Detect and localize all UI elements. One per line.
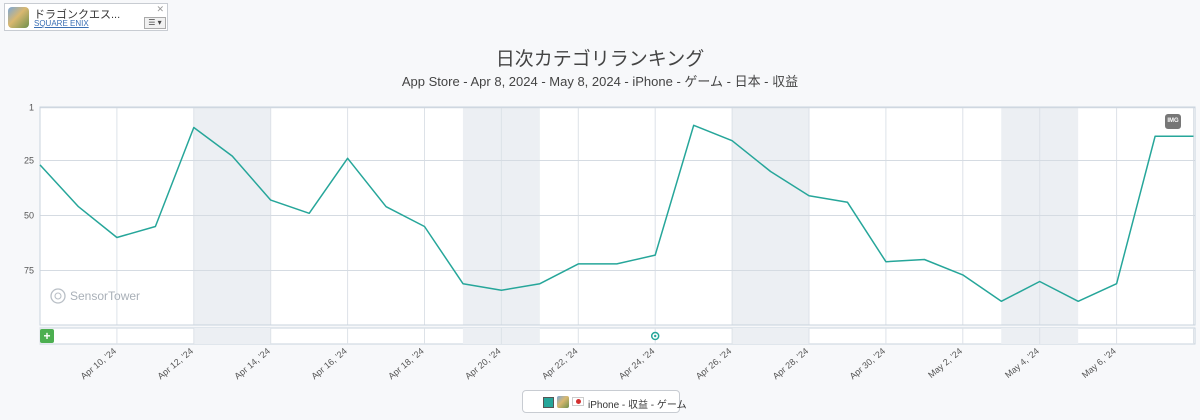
x-tick-label: May 2, '24 <box>926 346 964 380</box>
x-tick-label: May 6, '24 <box>1080 346 1118 380</box>
x-tick-label: Apr 20, '24 <box>463 346 503 381</box>
x-tick-label: Apr 18, '24 <box>386 346 426 381</box>
sensortower-watermark: SensorTower <box>70 289 140 303</box>
series-line <box>39 124 1194 303</box>
close-icon[interactable]: ✕ <box>156 4 164 14</box>
japan-flag-icon <box>572 397 584 406</box>
x-tick-label: Apr 26, '24 <box>694 346 734 381</box>
add-annotation-button[interactable]: + <box>40 329 54 343</box>
chart-subtitle: App Store - Apr 8, 2024 - May 8, 2024 - … <box>401 74 799 89</box>
y-tick-label: 75 <box>24 266 34 276</box>
x-tick-label: Apr 24, '24 <box>617 346 657 381</box>
app-publisher-link[interactable]: SQUARE ENIX <box>34 19 89 28</box>
app-menu-dropdown[interactable]: ☰ ▾ <box>144 17 166 29</box>
navigator-handle-dot <box>654 334 657 338</box>
legend-series-label: iPhone - 収益 - ゲーム <box>588 400 687 411</box>
x-tick-label: Apr 28, '24 <box>771 346 811 381</box>
sensortower-logo-inner <box>54 292 62 300</box>
plot-border <box>39 106 1196 326</box>
app-icon <box>8 7 29 28</box>
sensortower-logo-icon <box>50 288 66 304</box>
x-tick-label: Apr 30, '24 <box>848 346 888 381</box>
x-tick-label: Apr 14, '24 <box>232 346 272 381</box>
export-image-button[interactable]: IMG <box>1165 114 1181 129</box>
app-selector[interactable]: ドラゴンクエス... SQUARE ENIX ✕ ☰ ▾ <box>4 3 168 31</box>
x-tick-label: Apr 16, '24 <box>309 346 349 381</box>
app-name[interactable]: ドラゴンクエス... <box>34 9 121 21</box>
x-tick-label: Apr 22, '24 <box>540 346 580 381</box>
y-tick-label: 1 <box>29 103 34 113</box>
x-tick-label: Apr 10, '24 <box>79 346 119 381</box>
x-tick-label: May 4, '24 <box>1003 346 1041 380</box>
legend-series-swatch <box>543 397 554 408</box>
chart-legend[interactable]: iPhone - 収益 - ゲーム <box>522 390 687 413</box>
x-tick-label: Apr 12, '24 <box>156 346 196 381</box>
weekend-band-navigator <box>193 328 271 344</box>
legend-app-icon <box>557 396 569 408</box>
y-tick-label: 25 <box>24 156 34 166</box>
weekend-band-navigator <box>732 328 809 344</box>
ranking-chart: 1 25 50 75 Apr 10, '24 Apr 12, '24 Apr 14, '24… <box>24 103 1196 381</box>
y-tick-label: 50 <box>24 211 34 221</box>
chart-title: 日次カテゴリランキング <box>495 49 705 70</box>
